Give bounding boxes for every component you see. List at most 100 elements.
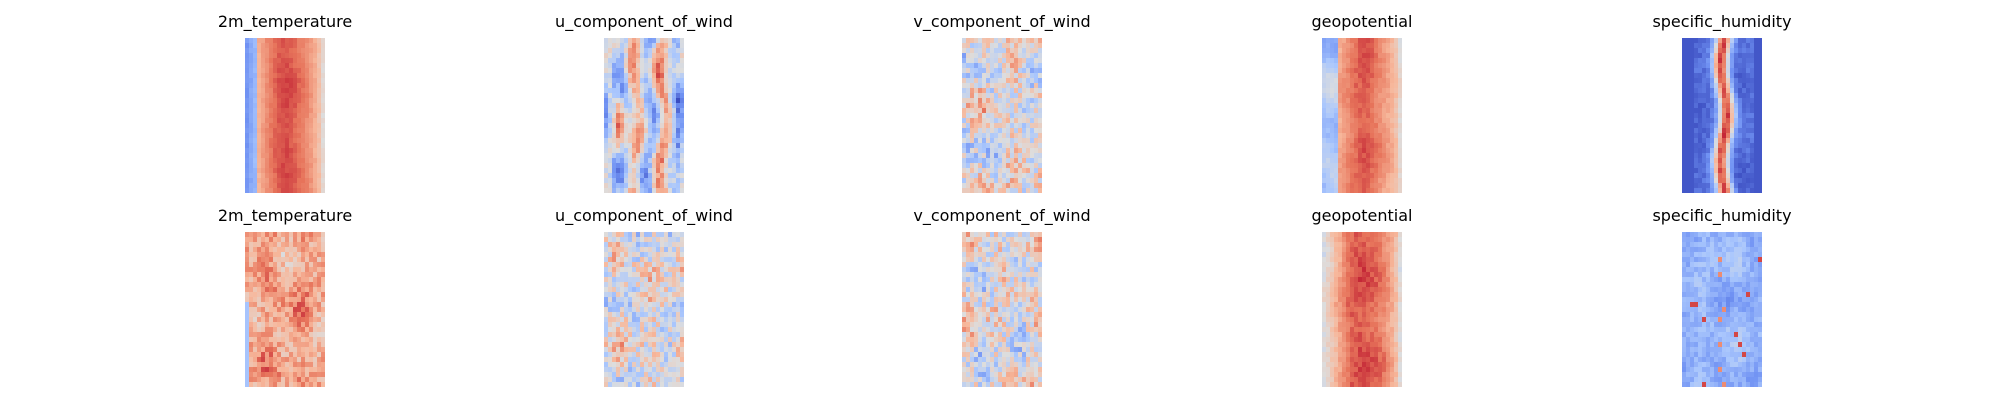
heatmap-cell — [269, 68, 274, 74]
heatmap-cell — [978, 347, 983, 353]
heatmap-cell — [265, 38, 270, 44]
heatmap-cell — [1362, 183, 1367, 189]
heatmap-cell — [1010, 88, 1015, 94]
heatmap-cell — [309, 337, 314, 343]
heatmap-cell — [676, 123, 681, 129]
heatmap-cell — [636, 83, 641, 89]
heatmap-cell — [624, 73, 629, 79]
heatmap-cell — [1686, 53, 1691, 59]
heatmap-cell — [293, 322, 298, 328]
heatmap-cell — [1374, 68, 1379, 74]
heatmap-cell — [1750, 163, 1755, 169]
heatmap-cell — [1022, 342, 1027, 348]
heatmap-cell — [1366, 58, 1371, 64]
heatmap-cell — [1350, 38, 1355, 44]
heatmap-cell — [1374, 173, 1379, 179]
heatmap-cell — [1694, 108, 1699, 114]
heatmap-cell — [1022, 327, 1027, 333]
heatmap-cell — [652, 68, 657, 74]
heatmap-cell — [1686, 133, 1691, 139]
heatmap-cell — [1686, 63, 1691, 69]
heatmap-cell — [1038, 357, 1042, 363]
heatmap-cell — [1386, 158, 1391, 164]
heatmap-cell — [1010, 38, 1015, 44]
heatmap-cell — [1386, 163, 1391, 169]
heatmap-cell — [261, 103, 266, 109]
heatmap-cell — [1734, 108, 1739, 114]
heatmap-cell — [636, 367, 641, 373]
heatmap-cell — [277, 133, 282, 139]
heatmap-cell — [313, 78, 318, 84]
heatmap-cell — [624, 282, 629, 288]
heatmap-cell — [604, 143, 609, 149]
heatmap-cell — [1322, 168, 1327, 174]
heatmap-cell — [636, 277, 641, 283]
heatmap-cell — [313, 382, 318, 387]
heatmap-cell — [1690, 73, 1695, 79]
heatmap-cell — [1722, 83, 1727, 89]
heatmap-cell — [974, 242, 979, 248]
heatmap-cell — [285, 287, 290, 293]
heatmap-cell — [305, 252, 310, 258]
heatmap-cell — [261, 108, 266, 114]
heatmap-cell — [608, 232, 613, 238]
heatmap-cell — [281, 337, 286, 343]
heatmap-cell — [620, 357, 625, 363]
heatmap-cell — [301, 272, 306, 278]
heatmap-cell — [289, 168, 294, 174]
heatmap-cell — [664, 148, 669, 154]
heatmap-cell — [1010, 372, 1015, 378]
heatmap-cell — [245, 53, 250, 59]
heatmap-cell — [644, 113, 649, 119]
heatmap-cell — [978, 58, 983, 64]
heatmap-cell — [652, 262, 657, 268]
heatmap-cell — [249, 108, 254, 114]
heatmap-cell — [620, 257, 625, 263]
heatmap-cell — [990, 63, 995, 69]
heatmap-cell — [1034, 262, 1039, 268]
heatmap-cell — [656, 108, 661, 114]
heatmap-cell — [1686, 38, 1691, 44]
heatmap-cell — [676, 153, 681, 159]
heatmap-cell — [1742, 138, 1747, 144]
heatmap-cell — [301, 123, 306, 129]
heatmap-cell — [301, 68, 306, 74]
heatmap-cell — [301, 277, 306, 283]
heatmap-cell — [285, 262, 290, 268]
heatmap-cell — [1382, 163, 1387, 169]
heatmap-cell — [1002, 133, 1007, 139]
heatmap-cell — [1014, 128, 1019, 134]
heatmap-cell — [966, 307, 971, 313]
heatmap-cell — [1030, 118, 1035, 124]
heatmap-cell — [664, 68, 669, 74]
heatmap-cell — [978, 327, 983, 333]
heatmap-cell — [1750, 188, 1755, 193]
heatmap-cell — [1338, 158, 1343, 164]
heatmap-cell — [253, 357, 258, 363]
heatmap-cell — [982, 118, 987, 124]
heatmap-cell — [1362, 138, 1367, 144]
heatmap-cell — [664, 272, 669, 278]
heatmap-cell — [269, 73, 274, 79]
heatmap-cell — [978, 48, 983, 54]
heatmap-cell — [1390, 183, 1395, 189]
heatmap-cell — [317, 252, 322, 258]
heatmap-cell — [253, 307, 258, 313]
heatmap-cell — [1002, 103, 1007, 109]
heatmap-cell — [1710, 163, 1715, 169]
heatmap-cell — [616, 302, 621, 308]
heatmap-cell — [309, 178, 314, 184]
heatmap-cell — [1002, 43, 1007, 49]
heatmap-cell — [632, 307, 637, 313]
heatmap-cell — [257, 372, 262, 378]
heatmap-cell — [1730, 103, 1735, 109]
heatmap-cell — [1022, 108, 1027, 114]
heatmap-cell — [1002, 173, 1007, 179]
heatmap-cell — [616, 237, 621, 243]
heatmap-cell — [636, 372, 641, 378]
heatmap-cell — [305, 377, 310, 383]
heatmap-cell — [1030, 48, 1035, 54]
heatmap-cell — [604, 262, 609, 268]
heatmap-cell — [1742, 53, 1747, 59]
heatmap-cell — [301, 267, 306, 273]
